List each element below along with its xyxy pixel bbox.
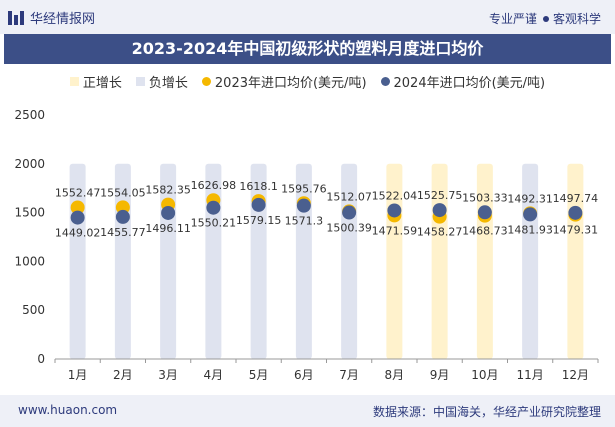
y-tick-label: 2500	[14, 108, 45, 122]
tagline-right: 客观科学	[552, 12, 601, 26]
x-tick-label: 3月	[158, 368, 178, 382]
data-point-2024	[568, 205, 583, 220]
logo-icon	[8, 10, 24, 25]
x-tick-label: 4月	[204, 368, 224, 382]
data-point-2024	[70, 210, 85, 225]
bullet-icon	[542, 16, 549, 22]
y-tick-label: 1000	[14, 254, 45, 268]
data-point-2024	[115, 209, 130, 224]
x-tick-label: 6月	[294, 368, 314, 382]
legend-swatch	[380, 76, 390, 86]
x-tick-label: 9月	[430, 368, 450, 382]
data-label-2024: 1522.04	[372, 189, 418, 202]
legend-item: 2023年进口均价(美元/吨)	[201, 72, 367, 91]
data-point-2024	[161, 205, 176, 220]
x-tick-label: 1月	[68, 368, 88, 382]
data-point-2024	[251, 197, 266, 212]
data-point-2024	[477, 205, 492, 220]
data-label-2024: 1525.75	[417, 189, 463, 202]
legend-swatch	[135, 76, 145, 86]
x-tick-label: 7月	[339, 368, 359, 382]
legend-item: 2024年进口均价(美元/吨)	[380, 72, 546, 91]
data-label-2023: 1626.98	[191, 179, 237, 192]
data-label-2024: 1550.21	[191, 217, 237, 230]
legend-item: 负增长	[135, 72, 188, 91]
data-point-2024	[206, 200, 221, 215]
legend-item: 正增长	[69, 72, 122, 91]
data-point-2024	[296, 198, 311, 213]
tagline-left: 专业严谨	[488, 12, 537, 26]
legend-label: 负增长	[148, 75, 188, 91]
data-label-2024: 1449.02	[55, 227, 101, 240]
data-label-2023: 1479.31	[553, 224, 599, 237]
data-point-2023	[115, 200, 130, 215]
growth-bar	[205, 163, 222, 359]
data-point-2024	[387, 203, 402, 218]
header-bar: 华经情报网 专业严谨 客观科学	[0, 0, 615, 34]
data-label-2024: 1579.15	[236, 214, 282, 227]
chart-title: 2023-2024年中国初级形状的塑料月度进口均价	[4, 34, 611, 64]
data-point-2024	[342, 205, 357, 220]
x-tick-label: 10月	[471, 368, 498, 382]
footer-website: www.huaon.com	[18, 403, 118, 417]
y-tick-label: 1500	[14, 206, 45, 220]
y-tick-label: 500	[22, 303, 45, 317]
data-label-2024: 1503.33	[462, 191, 508, 204]
data-label-2023: 1458.27	[417, 226, 463, 239]
x-tick-label: 11月	[516, 368, 543, 382]
data-label-2023: 1552.47	[55, 186, 101, 199]
data-label-2024: 1571.3	[285, 215, 324, 228]
growth-bar	[295, 163, 312, 359]
logo-text: 华经情报网	[30, 12, 96, 27]
tagline: 专业严谨 客观科学	[489, 10, 601, 27]
data-point-2024	[432, 203, 447, 218]
data-label-2023: 1618.1	[239, 180, 278, 193]
x-tick-label: 12月	[562, 368, 589, 382]
data-point-2023	[70, 200, 85, 215]
footer-source: 数据来源：中国海关，华经产业研究院整理	[372, 405, 601, 419]
x-tick-label: 5月	[249, 368, 269, 382]
legend-label: 正增长	[82, 75, 122, 91]
data-label-2023: 1554.05	[100, 186, 146, 199]
data-label-2023: 1582.35	[145, 184, 191, 197]
legend-label: 2024年进口均价(美元/吨)	[393, 75, 546, 91]
data-label-2023: 1595.76	[281, 182, 327, 195]
footer-bar: www.huaon.com 数据来源：中国海关，华经产业研究院整理	[0, 395, 615, 427]
data-label-2024: 1455.77	[100, 226, 146, 239]
x-tick-label: 2月	[113, 368, 133, 382]
data-label-2024: 1481.93	[507, 223, 553, 236]
data-label-2023: 1512.07	[326, 190, 372, 203]
data-point-2024	[523, 207, 538, 222]
data-label-2023: 1468.73	[462, 225, 508, 238]
data-label-2023: 1471.59	[372, 224, 418, 237]
legend: 正增长 负增长 2023年进口均价(美元/吨) 2024年进口均价(美元/吨)	[0, 70, 615, 92]
legend-swatch	[201, 76, 211, 86]
y-tick-label: 0	[37, 352, 45, 366]
x-tick-label: 8月	[385, 368, 405, 382]
data-label-2024: 1496.11	[145, 222, 191, 235]
data-label-2023: 1492.31	[507, 192, 553, 205]
chart-area: 0 500 1000 1500 2000 2500 1月 2月 3月 4月 5月 6月 7月 8月 9月 10…	[14, 108, 599, 382]
growth-bar	[250, 163, 267, 359]
logo: 华经情报网	[8, 8, 95, 27]
y-tick-label: 2000	[14, 157, 45, 171]
data-label-2024: 1497.74	[553, 192, 599, 205]
legend-label: 2023年进口均价(美元/吨)	[214, 75, 367, 91]
data-label-2024: 1500.39	[326, 222, 372, 235]
legend-swatch	[69, 76, 79, 86]
